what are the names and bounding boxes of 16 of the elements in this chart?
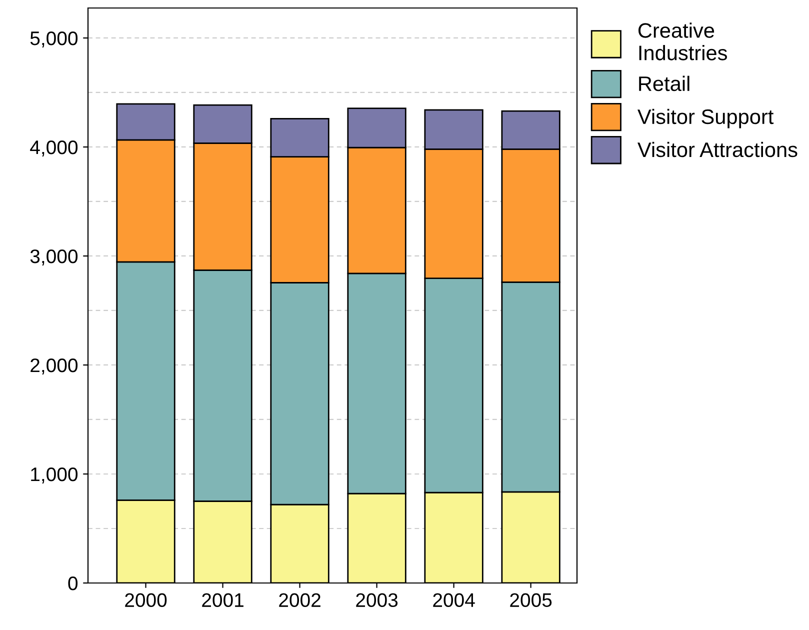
legend-label: Retail [639,76,690,92]
legend-label: Visitor Attractions [638,142,798,158]
x-tick-label: 2001 [202,593,244,608]
x-tick-label: 2003 [356,593,398,608]
y-tick-label: 0 [68,576,78,590]
y-tick-label: 3,000 [30,249,78,266]
y-tick-label: 1,000 [31,467,78,484]
y-tick-label: 5,000 [30,31,78,48]
x-tick-label: 2000 [125,593,167,608]
x-tick-label: 2002 [279,593,320,608]
y-tick-label: 2,000 [30,358,78,375]
x-tick-label: 2004 [433,593,475,608]
legend-label: Creative Industries [638,22,727,60]
legend-label: Visitor Support [638,108,774,128]
x-tick-label: 2005 [510,593,552,608]
y-tick-label: 4,000 [30,140,78,157]
